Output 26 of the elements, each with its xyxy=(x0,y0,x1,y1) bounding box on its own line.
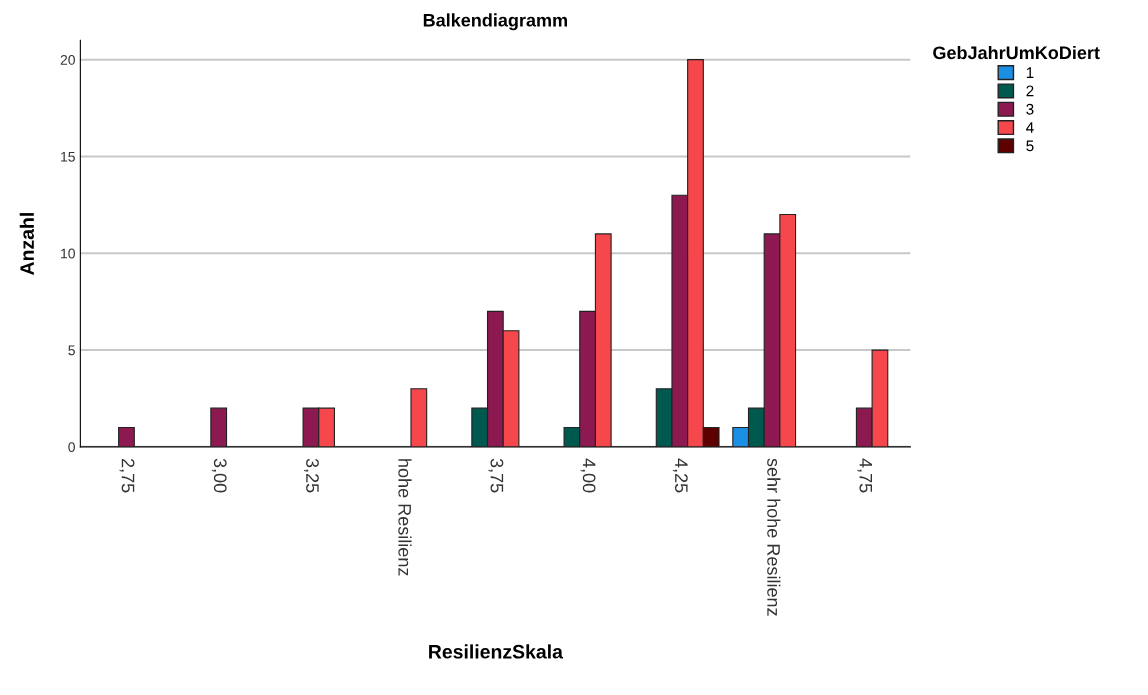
x-tick-label: 3,75 xyxy=(488,458,504,493)
x-axis-title: ResilienzSkala xyxy=(429,644,564,659)
legend-title: GebJahrUmKoDiert xyxy=(933,45,1100,60)
legend-label: 1 xyxy=(1026,67,1034,78)
y-tick-label: 10 xyxy=(61,248,75,259)
chart-title: Balkendiagramm xyxy=(423,13,567,31)
y-tick-label: 20 xyxy=(60,55,75,65)
bar xyxy=(118,426,135,447)
y-tick-label: 0 xyxy=(68,442,75,453)
x-tick-label: 2,75 xyxy=(119,458,135,493)
x-tick-label: 4,25 xyxy=(672,458,688,493)
bar xyxy=(210,407,228,447)
x-tick-label: 4,75 xyxy=(857,458,873,493)
legend-label: 4 xyxy=(1026,122,1034,133)
x-tick-label: 3,00 xyxy=(211,458,227,493)
y-axis-title: Anzahl xyxy=(19,213,34,275)
y-tick-label: 15 xyxy=(61,151,75,162)
x-tick-label: hohe Resilienz xyxy=(398,459,412,576)
x-tick-label: sehr hohe Resilienz xyxy=(767,458,781,616)
y-tick-label: 5 xyxy=(68,345,75,356)
legend-label: 3 xyxy=(1026,103,1034,115)
legend-label: 2 xyxy=(1026,85,1034,97)
legend-label: 5 xyxy=(1026,140,1034,152)
bar xyxy=(410,388,428,447)
x-tick-label: 4,00 xyxy=(580,458,596,493)
x-tick-label: 3,25 xyxy=(303,458,319,493)
